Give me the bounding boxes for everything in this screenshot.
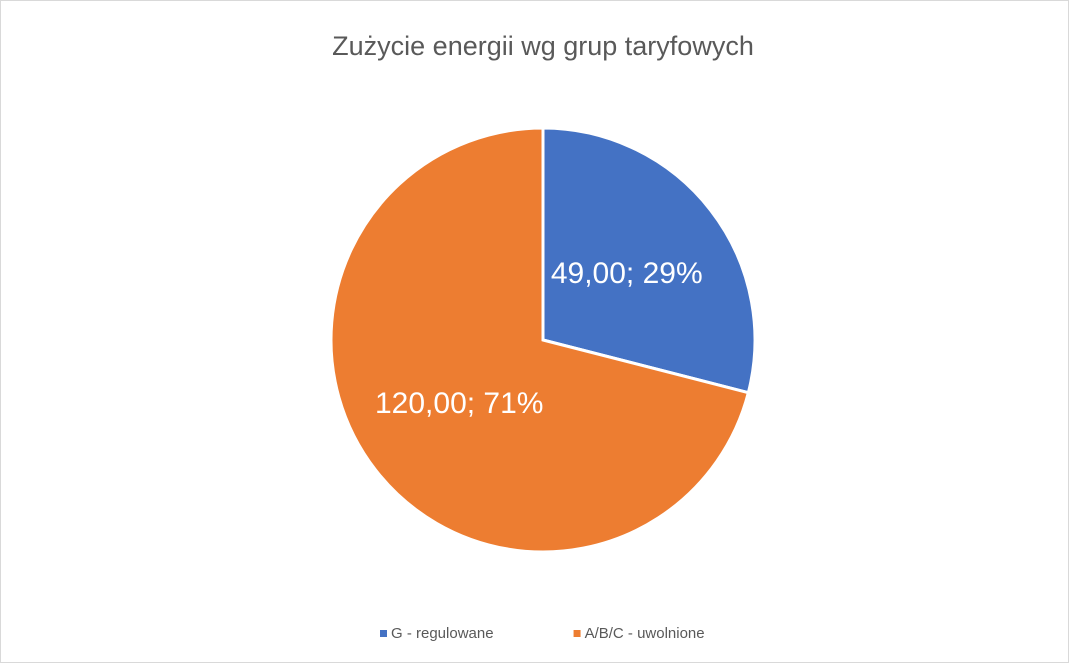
data-label: 120,00; 71%	[375, 387, 543, 420]
data-label: 49,00; 29%	[551, 257, 703, 290]
legend-label: A/B/C - uwolnione	[585, 625, 705, 642]
pie-slice	[541, 126, 757, 395]
legend-label: G - regulowane	[391, 625, 494, 642]
chart-title: Zużycie energii wg grup taryfowych	[332, 31, 754, 61]
pie-slice	[329, 126, 751, 554]
legend-swatch	[573, 630, 581, 637]
legend-swatch	[380, 630, 387, 637]
